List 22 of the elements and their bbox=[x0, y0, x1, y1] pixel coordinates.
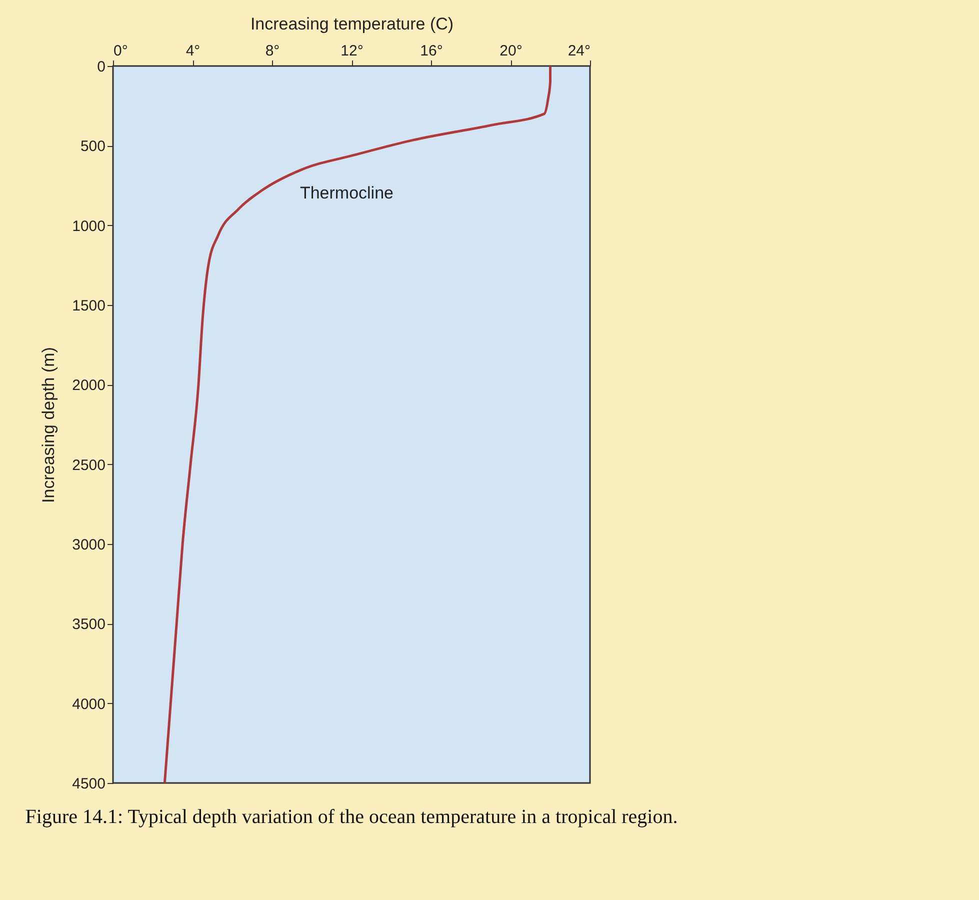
y-tick-label: 4000 bbox=[72, 696, 106, 713]
y-axis-title: Increasing depth (m) bbox=[39, 347, 58, 503]
x-axis-title: Increasing temperature (C) bbox=[250, 14, 454, 34]
line-series bbox=[163, 66, 552, 783]
y-tick-label: 2000 bbox=[72, 377, 106, 394]
x-tick-label: 4° bbox=[186, 42, 200, 60]
y-tick-label: 1000 bbox=[72, 218, 106, 235]
y-tick-label: 500 bbox=[80, 138, 106, 156]
x-tick-label: 20° bbox=[500, 42, 522, 60]
x-tick-label: 0° bbox=[114, 42, 128, 60]
y-tick-label: 4500 bbox=[72, 776, 106, 792]
y-tick-label: 0 bbox=[97, 58, 106, 76]
x-tick-label: 12° bbox=[340, 42, 364, 60]
x-tick-label: 8° bbox=[265, 42, 280, 60]
y-tick-label: 3000 bbox=[72, 536, 106, 554]
x-tick-label: 16° bbox=[420, 42, 443, 60]
x-tick-label: 24° bbox=[568, 42, 590, 60]
y-tick-label: 1500 bbox=[72, 298, 106, 314]
y-tick-label: 3500 bbox=[72, 616, 106, 634]
annotation: Thermocline bbox=[300, 184, 394, 203]
text: Figure 14.1: Typical depth variation of the ocean temperature in a tropical region. bbox=[25, 806, 678, 828]
y-tick-label: 2500 bbox=[72, 456, 106, 474]
